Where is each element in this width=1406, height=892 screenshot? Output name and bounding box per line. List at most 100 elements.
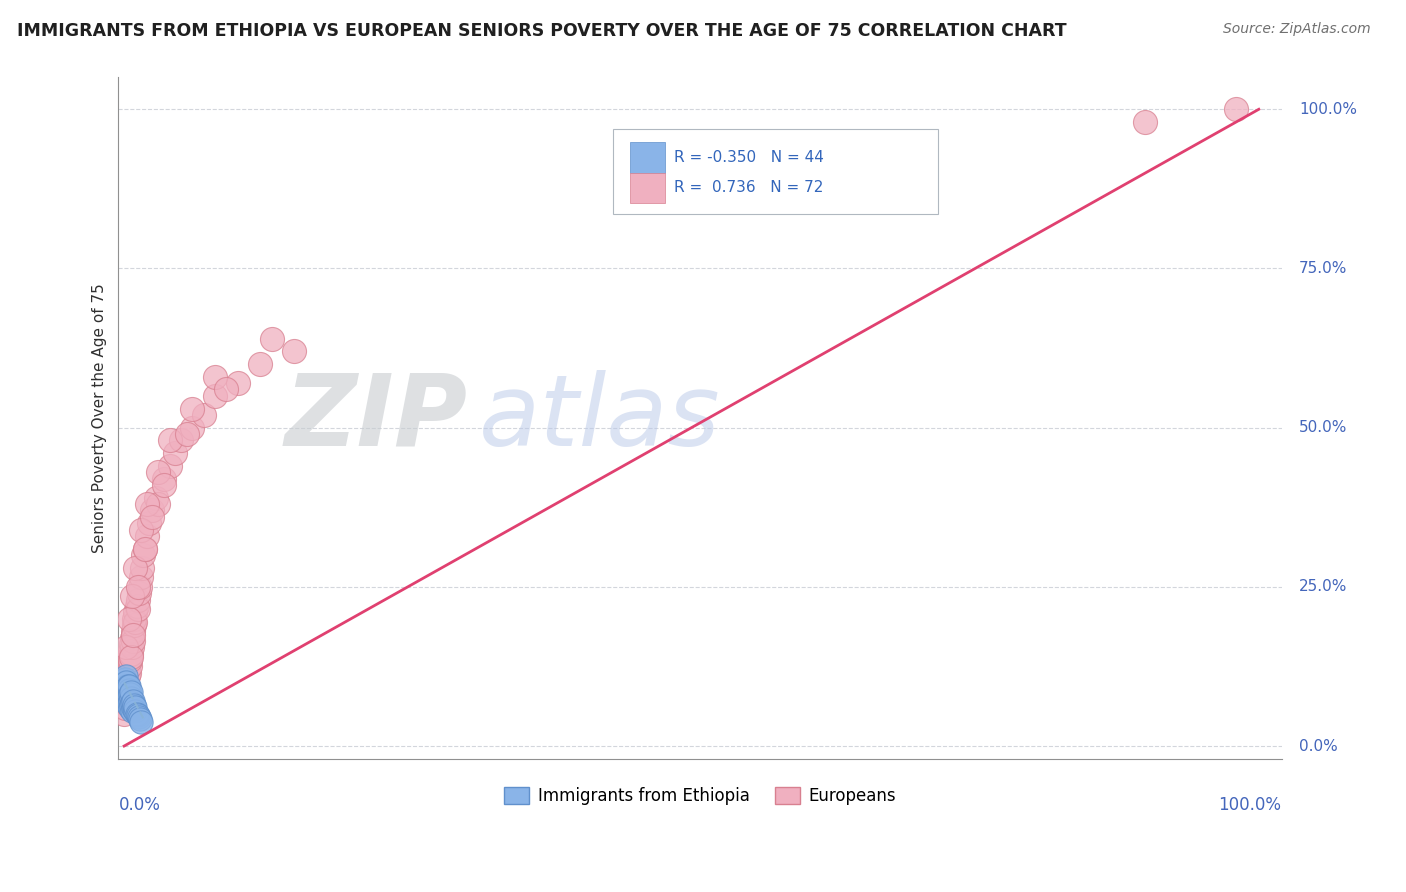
Point	[134, 541, 156, 556]
Point	[115, 691, 138, 706]
Point	[129, 523, 152, 537]
Point	[124, 618, 146, 632]
Point	[125, 599, 148, 613]
Point	[118, 694, 141, 708]
Point	[114, 672, 136, 686]
Point	[249, 357, 271, 371]
Point	[117, 679, 139, 693]
Point	[114, 681, 136, 696]
Point	[114, 688, 136, 702]
Point	[146, 497, 169, 511]
Point	[120, 637, 142, 651]
Point	[117, 679, 139, 693]
Point	[120, 698, 142, 712]
Text: 50.0%: 50.0%	[1299, 420, 1347, 435]
Legend: Immigrants from Ethiopia, Europeans: Immigrants from Ethiopia, Europeans	[498, 780, 903, 812]
Point	[118, 690, 141, 704]
Point	[114, 701, 136, 715]
Bar	[630, 142, 665, 173]
Point	[117, 681, 139, 695]
Point	[120, 649, 142, 664]
Point	[124, 699, 146, 714]
FancyBboxPatch shape	[613, 128, 938, 214]
Point	[118, 643, 141, 657]
Point	[117, 691, 139, 706]
Point	[181, 401, 204, 416]
Point	[127, 708, 149, 723]
Point	[114, 685, 136, 699]
Point	[129, 570, 152, 584]
Point	[145, 491, 167, 505]
Point	[118, 679, 141, 693]
Point	[115, 690, 138, 704]
Point	[141, 509, 163, 524]
Point	[115, 675, 138, 690]
Point	[121, 696, 143, 710]
Point	[117, 687, 139, 701]
Point	[115, 683, 138, 698]
Point	[1135, 115, 1157, 129]
Point	[120, 685, 142, 699]
Text: atlas: atlas	[479, 369, 721, 467]
Point	[118, 649, 141, 664]
Point	[118, 657, 141, 671]
Point	[159, 458, 181, 473]
Point	[153, 472, 176, 486]
Point	[124, 612, 146, 626]
Point	[121, 704, 143, 718]
Point	[129, 714, 152, 729]
Point	[118, 687, 141, 701]
Point	[115, 688, 138, 702]
Point	[134, 541, 156, 556]
Text: 0.0%: 0.0%	[118, 797, 160, 814]
Point	[114, 691, 136, 706]
Point	[115, 679, 138, 693]
Point	[122, 701, 145, 715]
Point	[124, 702, 146, 716]
Text: 100.0%: 100.0%	[1299, 102, 1357, 117]
Text: ZIP: ZIP	[284, 369, 467, 467]
Point	[124, 698, 146, 712]
Point	[122, 624, 145, 639]
Point	[118, 696, 141, 710]
Point	[204, 369, 226, 384]
Point	[120, 647, 142, 661]
Point	[193, 408, 215, 422]
Point	[124, 560, 146, 574]
Point	[125, 707, 148, 722]
Text: R =  0.736   N = 72: R = 0.736 N = 72	[675, 180, 824, 195]
Point	[114, 675, 136, 690]
Point	[153, 478, 176, 492]
Point	[128, 710, 150, 724]
Text: 0.0%: 0.0%	[1299, 739, 1337, 754]
Point	[129, 580, 152, 594]
Point	[131, 560, 153, 574]
Point	[114, 679, 136, 693]
Y-axis label: Seniors Poverty Over the Age of 75: Seniors Poverty Over the Age of 75	[93, 284, 107, 553]
Point	[122, 694, 145, 708]
Text: 100.0%: 100.0%	[1219, 797, 1281, 814]
Text: 25.0%: 25.0%	[1299, 580, 1347, 594]
Point	[118, 653, 141, 667]
Point	[117, 698, 139, 712]
Point	[204, 389, 226, 403]
Point	[121, 631, 143, 645]
Point	[226, 376, 249, 390]
Text: IMMIGRANTS FROM ETHIOPIA VS EUROPEAN SENIORS POVERTY OVER THE AGE OF 75 CORRELAT: IMMIGRANTS FROM ETHIOPIA VS EUROPEAN SEN…	[17, 22, 1067, 40]
Point	[121, 590, 143, 604]
Point	[128, 586, 150, 600]
Point	[141, 503, 163, 517]
Point	[118, 665, 141, 680]
Point	[115, 675, 138, 690]
Point	[118, 701, 141, 715]
Point	[121, 640, 143, 655]
Point	[118, 683, 141, 698]
Point	[117, 698, 139, 712]
Point	[112, 688, 135, 702]
Point	[127, 592, 149, 607]
Point	[215, 383, 238, 397]
Point	[115, 681, 138, 696]
Point	[135, 497, 157, 511]
Point	[170, 434, 193, 448]
Point	[159, 434, 181, 448]
